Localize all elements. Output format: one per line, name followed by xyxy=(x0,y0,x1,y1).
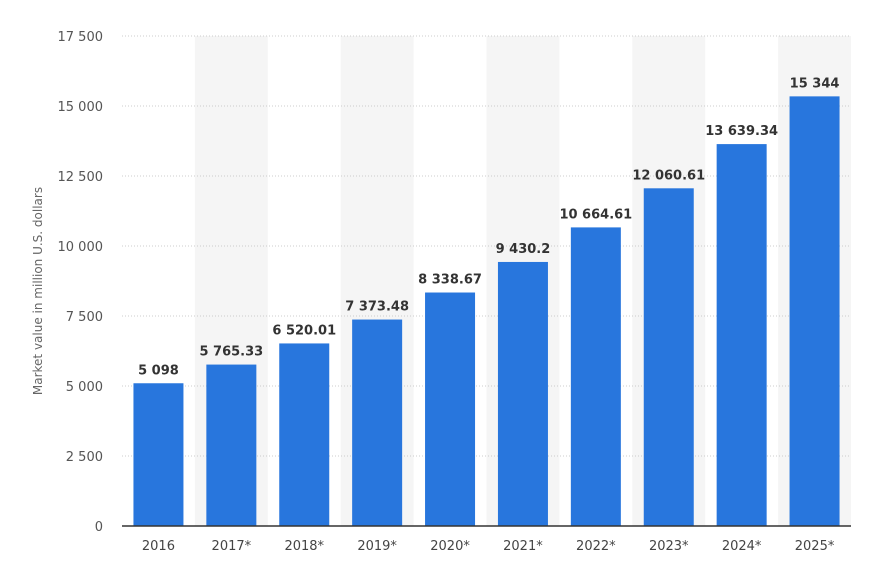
data-label: 13 639.34 xyxy=(705,124,778,139)
y-axis-title: Market value in million U.S. dollars xyxy=(31,187,45,395)
bar xyxy=(789,96,840,527)
x-tick-label: 2021* xyxy=(503,539,543,554)
y-tick-label: 10 000 xyxy=(58,240,104,255)
bar xyxy=(279,343,330,526)
bar xyxy=(570,227,621,526)
x-tick-label: 2025* xyxy=(795,539,835,554)
bars xyxy=(133,96,840,527)
data-label: 10 664.61 xyxy=(559,207,632,222)
x-tick-label: 2016 xyxy=(142,539,175,554)
bar xyxy=(425,292,476,526)
data-label: 7 373.48 xyxy=(345,300,409,315)
data-labels: 5 098 5 765.33 6 520.01 7 373.48 8 338.67 9 4… xyxy=(138,76,839,378)
data-label: 8 338.67 xyxy=(418,273,482,288)
data-label: 9 430.2 xyxy=(496,242,551,257)
y-tick-label: 5 000 xyxy=(66,380,103,395)
x-tick-label: 2023* xyxy=(649,539,689,554)
x-tick-label: 2020* xyxy=(430,539,470,554)
bar xyxy=(352,319,403,526)
x-tick-label: 2019* xyxy=(357,539,397,554)
data-label: 6 520.01 xyxy=(272,323,336,338)
y-tick-label: 0 xyxy=(95,520,103,535)
bar xyxy=(716,144,767,526)
x-tick-label: 2024* xyxy=(722,539,762,554)
bar xyxy=(133,383,184,526)
bar xyxy=(206,364,257,526)
y-tick-label: 12 500 xyxy=(58,170,104,185)
bar xyxy=(643,188,694,526)
bar xyxy=(497,261,548,526)
data-label: 15 344 xyxy=(790,76,840,91)
x-tick-label: 2022* xyxy=(576,539,616,554)
y-axis-ticks: 0 2 500 5 000 7 500 10 000 12 500 15 000 17 500 xyxy=(58,30,104,535)
x-axis-ticks: 2016 2017* 2018* 2019* 2020* 2021* 2022* 2023* 2… xyxy=(142,539,835,554)
x-tick-label: 2017* xyxy=(212,539,252,554)
x-tick-label: 2018* xyxy=(284,539,324,554)
data-label: 5 098 xyxy=(138,363,179,378)
y-tick-label: 15 000 xyxy=(58,100,104,115)
data-label: 12 060.61 xyxy=(632,168,705,183)
y-tick-label: 2 500 xyxy=(66,450,103,465)
y-tick-label: 7 500 xyxy=(66,310,103,325)
data-label: 5 765.33 xyxy=(199,345,263,360)
y-tick-label: 17 500 xyxy=(58,30,104,45)
